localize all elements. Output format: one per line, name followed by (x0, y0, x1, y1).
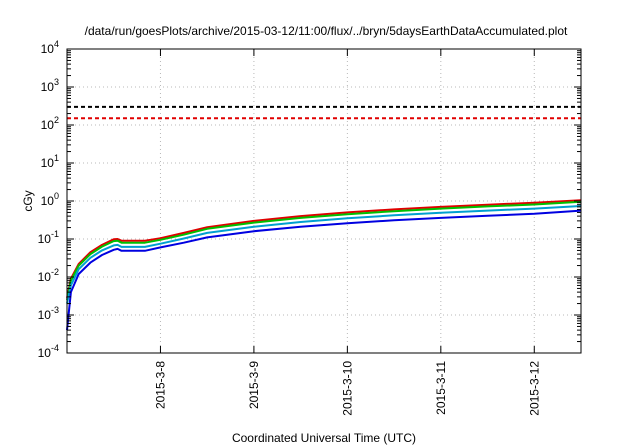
y-tick-label: 103 (41, 77, 59, 94)
series-line (66, 209, 582, 331)
series-line (66, 205, 582, 304)
y-axis: 10-4 10-3 10-2 10-1 100 101 102 103 104 (38, 39, 581, 360)
y-tick-label: 10-1 (38, 229, 59, 246)
y-tick-label: 100 (41, 191, 59, 208)
y-axis-label: cGy (21, 190, 35, 211)
x-tick-label: 2015-3-8 (153, 361, 167, 409)
series-line (66, 199, 582, 299)
y-tick-label: 10-2 (38, 267, 59, 284)
y-tick-label: 10-3 (38, 305, 59, 322)
x-tick-label: 2015-3-9 (247, 361, 261, 409)
x-tick-label: 2015-3-11 (434, 361, 448, 415)
y-tick-label: 101 (41, 153, 59, 170)
y-tick-label: 102 (41, 115, 59, 132)
x-tick-label: 2015-3-12 (527, 361, 541, 416)
chart-title: /data/run/goesPlots/archive/2015-03-12/1… (85, 24, 568, 38)
y-tick-label: 10-4 (38, 343, 59, 360)
x-axis-label: Coordinated Universal Time (UTC) (232, 431, 416, 445)
x-tick-label: 2015-3-10 (340, 361, 354, 416)
plot-area (66, 105, 582, 331)
series-line (66, 200, 582, 301)
x-axis: 2015-3-8 2015-3-9 2015-3-10 2015-3-11 2015-3… (153, 49, 541, 416)
y-tick-label: 104 (41, 39, 59, 56)
grid-lines (67, 49, 581, 353)
